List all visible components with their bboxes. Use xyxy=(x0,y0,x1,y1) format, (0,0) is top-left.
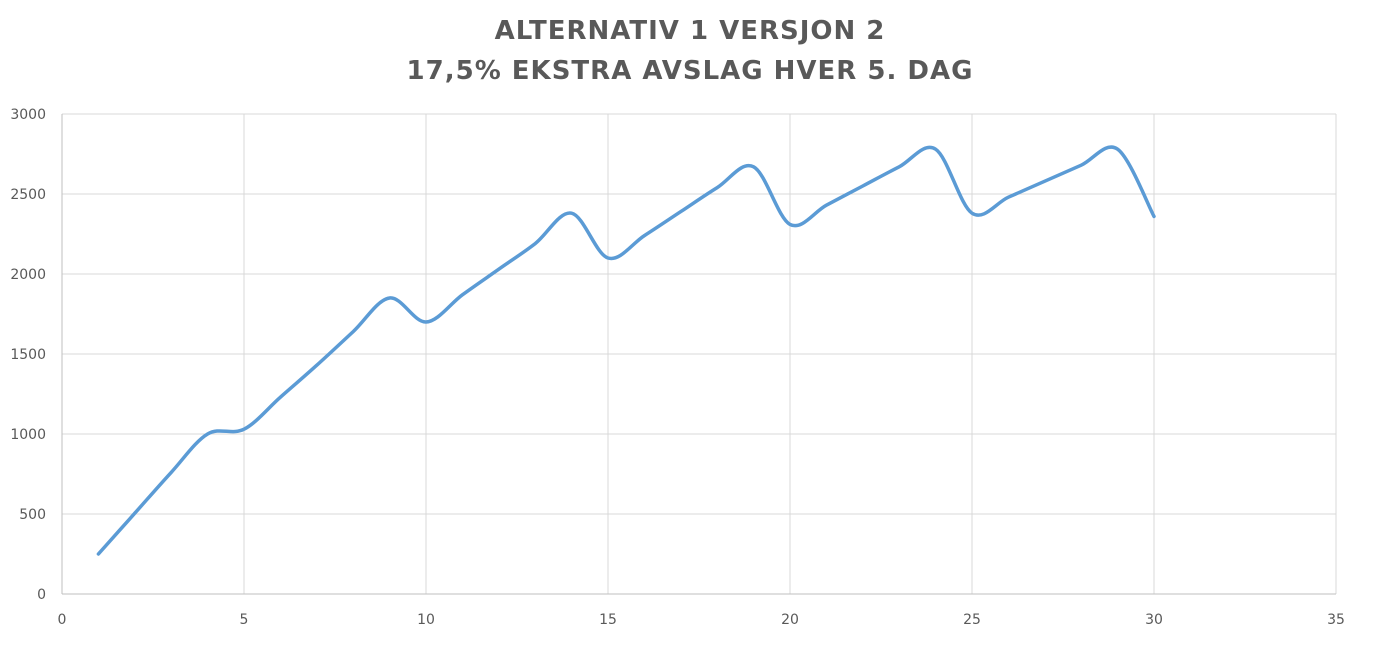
y-tick-label: 1500 xyxy=(10,347,46,363)
series-line xyxy=(96,145,1156,556)
series-layer xyxy=(96,145,1156,556)
x-tick-label: 25 xyxy=(963,612,981,628)
y-tick-label: 2000 xyxy=(10,267,46,283)
x-tick-label: 30 xyxy=(1145,612,1163,628)
y-tick-label: 3000 xyxy=(10,107,46,123)
y-tick-label: 2500 xyxy=(10,187,46,203)
x-tick-label: 0 xyxy=(58,612,67,628)
x-tick-label: 5 xyxy=(240,612,249,628)
axes xyxy=(61,114,1336,595)
y-tick-label: 1000 xyxy=(10,427,46,443)
x-tick-label: 10 xyxy=(417,612,435,628)
gridlines xyxy=(62,113,1337,594)
x-tick-label: 35 xyxy=(1327,612,1345,628)
x-tick-label: 20 xyxy=(781,612,799,628)
chart-title-line-2: 17,5% EKSTRA AVSLAG HVER 5. DAG xyxy=(406,56,974,86)
chart-title-line-1: ALTERNATIV 1 VERSJON 2 xyxy=(494,16,886,46)
y-tick-label: 500 xyxy=(19,507,46,523)
x-tick-label: 15 xyxy=(599,612,617,628)
y-tick-label: 0 xyxy=(37,587,46,603)
tick-labels: 0 500 1000 1500 2000 2500 3000 0 5 10 15 20 25 30 35 xyxy=(10,107,1345,628)
